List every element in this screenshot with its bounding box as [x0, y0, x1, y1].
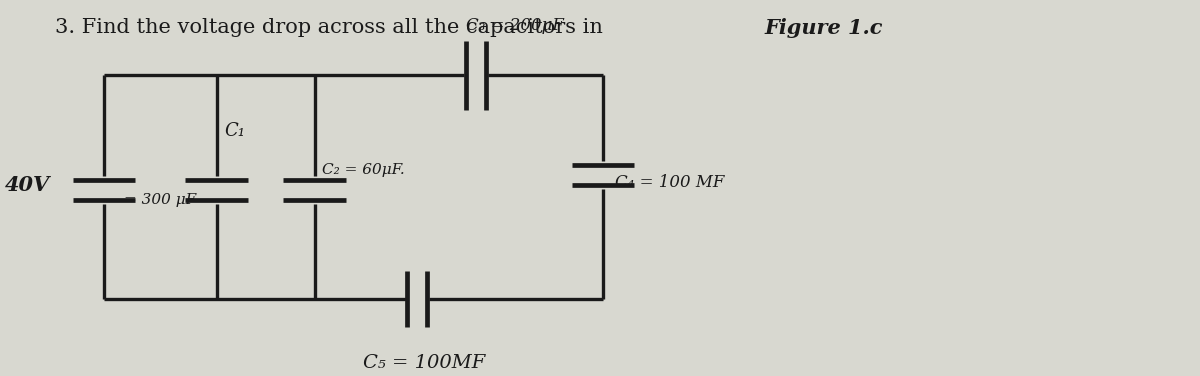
Text: C₄ = 100 MF: C₄ = 100 MF	[614, 174, 725, 191]
Text: C₅ = 100MF: C₅ = 100MF	[364, 353, 486, 371]
Text: C₂ = 60μF.: C₂ = 60μF.	[323, 163, 406, 177]
Text: 3. Find the voltage drop across all the capacitors in: 3. Find the voltage drop across all the …	[55, 18, 610, 37]
Text: Figure 1.c: Figure 1.c	[764, 18, 883, 38]
Text: C₁: C₁	[224, 122, 246, 140]
Text: C₃ = 200μF: C₃ = 200μF	[466, 17, 564, 34]
Text: 40V: 40V	[5, 175, 50, 195]
Text: = 300 μF: = 300 μF	[124, 193, 196, 206]
